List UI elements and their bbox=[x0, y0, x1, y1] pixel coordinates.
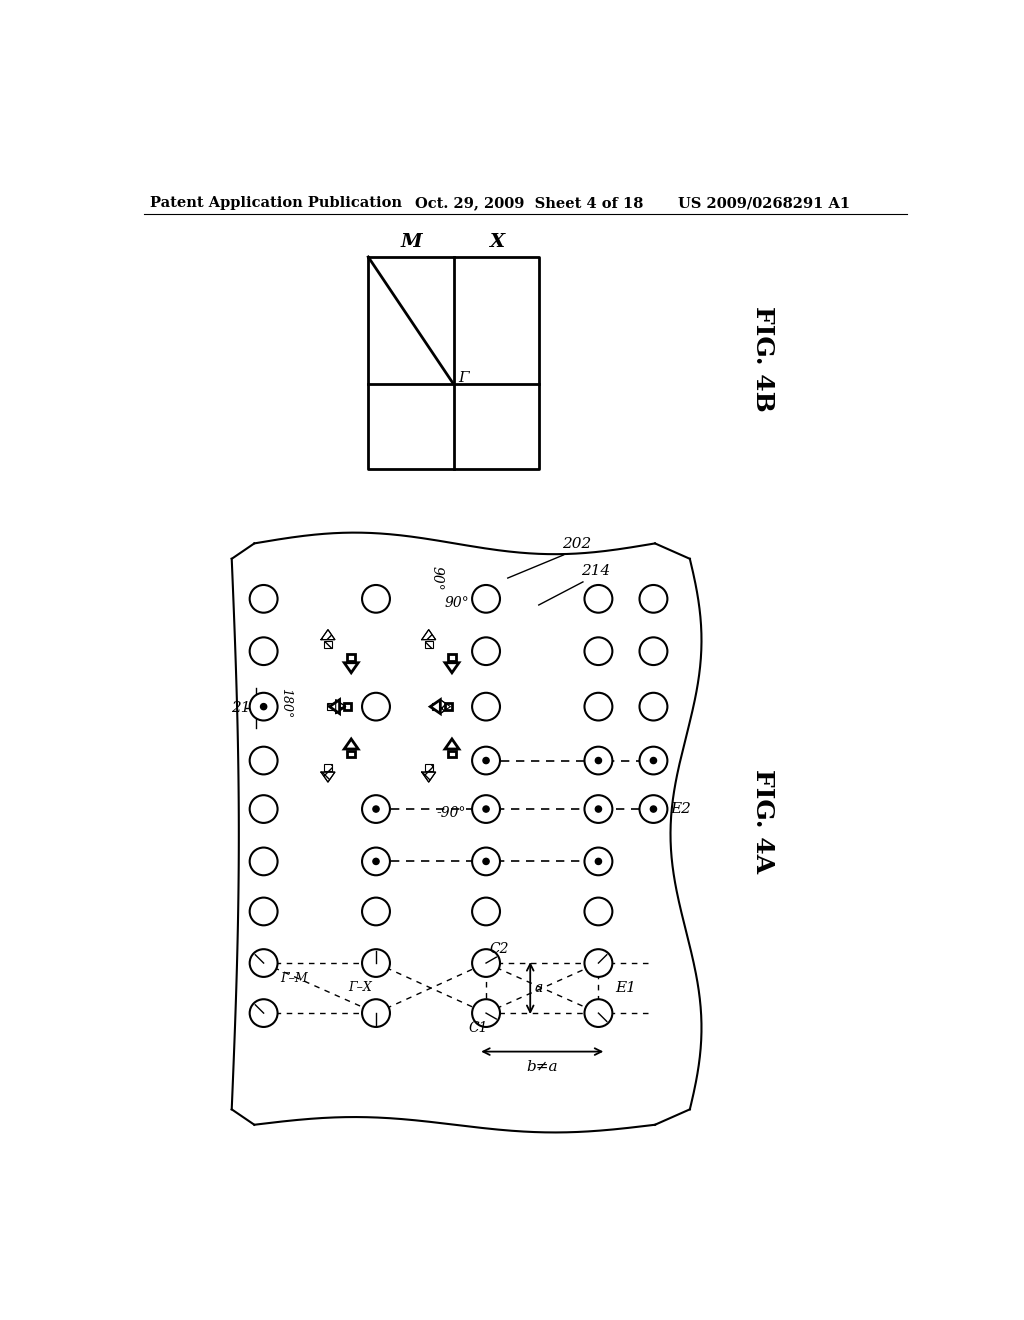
Circle shape bbox=[640, 693, 668, 721]
Circle shape bbox=[595, 858, 601, 865]
Circle shape bbox=[585, 585, 612, 612]
Circle shape bbox=[250, 847, 278, 875]
Text: 212: 212 bbox=[231, 701, 260, 715]
Text: b≠a: b≠a bbox=[526, 1060, 558, 1074]
Text: -90°: -90° bbox=[436, 807, 466, 820]
Bar bbox=[328, 702, 334, 710]
Circle shape bbox=[250, 949, 278, 977]
Circle shape bbox=[472, 999, 500, 1027]
Circle shape bbox=[472, 585, 500, 612]
Polygon shape bbox=[422, 630, 435, 640]
Text: 90°: 90° bbox=[429, 566, 443, 591]
Circle shape bbox=[640, 638, 668, 665]
Circle shape bbox=[250, 747, 278, 775]
Circle shape bbox=[373, 807, 379, 812]
Text: Γ: Γ bbox=[458, 371, 469, 385]
Circle shape bbox=[362, 999, 390, 1027]
Polygon shape bbox=[430, 700, 440, 714]
Polygon shape bbox=[330, 700, 340, 714]
Bar bbox=[344, 702, 351, 710]
Circle shape bbox=[362, 847, 390, 875]
Polygon shape bbox=[344, 739, 358, 748]
Circle shape bbox=[585, 847, 612, 875]
Circle shape bbox=[362, 585, 390, 612]
Text: M: M bbox=[400, 232, 422, 251]
Circle shape bbox=[650, 758, 656, 763]
Text: C2: C2 bbox=[489, 942, 509, 956]
Bar bbox=[347, 751, 355, 758]
Circle shape bbox=[250, 585, 278, 612]
Bar bbox=[449, 655, 456, 661]
Circle shape bbox=[260, 704, 266, 710]
Circle shape bbox=[250, 693, 278, 721]
Bar bbox=[432, 702, 438, 710]
Text: 90°: 90° bbox=[444, 595, 469, 610]
Bar bbox=[425, 642, 432, 648]
Circle shape bbox=[362, 949, 390, 977]
Circle shape bbox=[585, 638, 612, 665]
Circle shape bbox=[250, 638, 278, 665]
Text: E2: E2 bbox=[671, 803, 691, 816]
Polygon shape bbox=[422, 772, 435, 781]
Circle shape bbox=[585, 795, 612, 822]
Text: E1: E1 bbox=[615, 981, 636, 995]
Circle shape bbox=[362, 898, 390, 925]
Text: Oct. 29, 2009  Sheet 4 of 18: Oct. 29, 2009 Sheet 4 of 18 bbox=[415, 197, 643, 210]
Circle shape bbox=[373, 858, 379, 865]
Circle shape bbox=[585, 747, 612, 775]
Circle shape bbox=[472, 795, 500, 822]
Circle shape bbox=[472, 847, 500, 875]
Text: Patent Application Publication: Patent Application Publication bbox=[150, 197, 401, 210]
Text: Γ–X: Γ–X bbox=[348, 981, 372, 994]
Circle shape bbox=[483, 807, 489, 812]
Circle shape bbox=[362, 795, 390, 822]
Circle shape bbox=[250, 795, 278, 822]
Polygon shape bbox=[445, 739, 459, 748]
Circle shape bbox=[472, 747, 500, 775]
Circle shape bbox=[472, 949, 500, 977]
Circle shape bbox=[483, 858, 489, 865]
Bar bbox=[445, 702, 452, 710]
Text: Γ–M: Γ–M bbox=[281, 972, 308, 985]
Circle shape bbox=[595, 758, 601, 763]
Circle shape bbox=[250, 999, 278, 1027]
Circle shape bbox=[472, 638, 500, 665]
Circle shape bbox=[595, 807, 601, 812]
Text: a: a bbox=[535, 981, 543, 995]
Circle shape bbox=[472, 693, 500, 721]
Polygon shape bbox=[336, 700, 346, 714]
Circle shape bbox=[483, 758, 489, 763]
Text: FIG. 4B: FIG. 4B bbox=[752, 306, 775, 412]
Circle shape bbox=[585, 898, 612, 925]
Polygon shape bbox=[440, 700, 451, 714]
Polygon shape bbox=[445, 663, 459, 673]
Text: FIG. 4A: FIG. 4A bbox=[752, 768, 775, 873]
Text: 214: 214 bbox=[582, 564, 610, 578]
Circle shape bbox=[362, 693, 390, 721]
Text: C1: C1 bbox=[469, 1022, 488, 1035]
Circle shape bbox=[585, 999, 612, 1027]
Polygon shape bbox=[321, 772, 335, 781]
Text: US 2009/0268291 A1: US 2009/0268291 A1 bbox=[678, 197, 850, 210]
Bar bbox=[324, 642, 332, 648]
Circle shape bbox=[585, 949, 612, 977]
Circle shape bbox=[650, 807, 656, 812]
Text: X: X bbox=[488, 232, 504, 251]
Text: 180°: 180° bbox=[280, 689, 292, 718]
Bar bbox=[347, 655, 355, 661]
Circle shape bbox=[640, 585, 668, 612]
Circle shape bbox=[640, 747, 668, 775]
Circle shape bbox=[640, 795, 668, 822]
Bar bbox=[425, 763, 432, 771]
Circle shape bbox=[250, 898, 278, 925]
Bar bbox=[324, 763, 332, 771]
Circle shape bbox=[472, 898, 500, 925]
Circle shape bbox=[585, 693, 612, 721]
Polygon shape bbox=[344, 663, 358, 673]
Polygon shape bbox=[321, 630, 335, 640]
Text: 202: 202 bbox=[562, 537, 591, 552]
Bar bbox=[449, 751, 456, 758]
